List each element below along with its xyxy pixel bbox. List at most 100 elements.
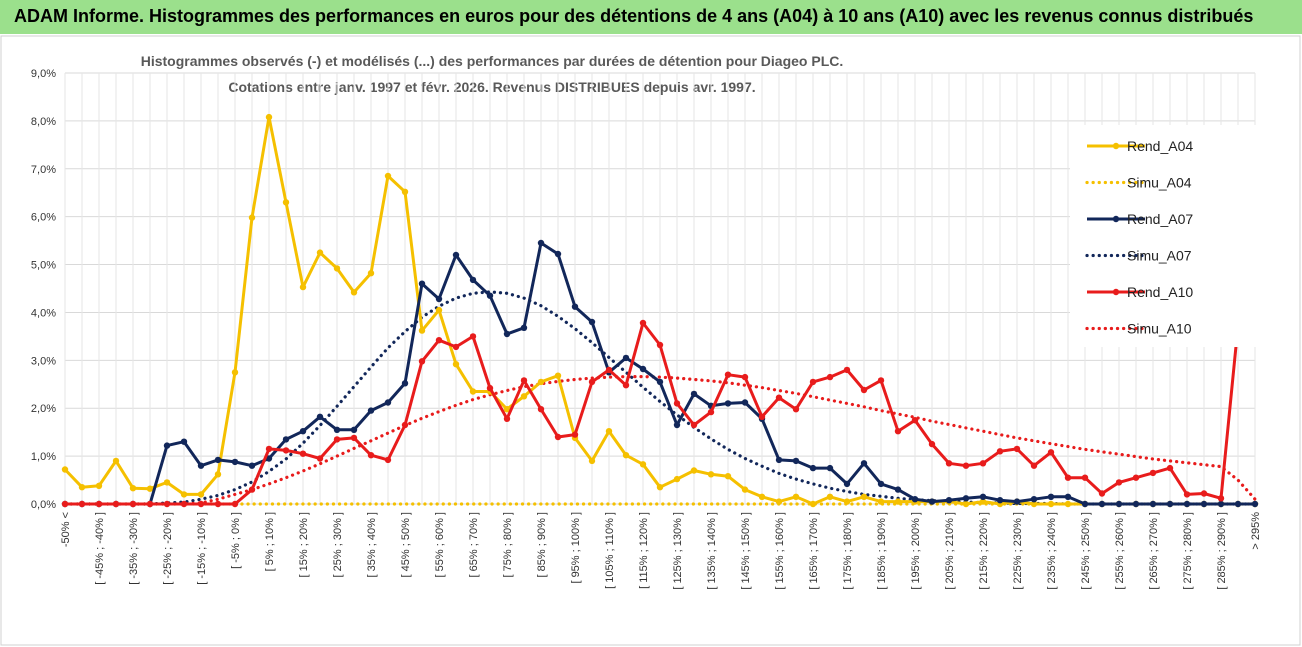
x-tick-label: [ 185% ; 190% ] xyxy=(876,512,888,590)
data-point xyxy=(469,276,477,284)
x-tick-label: [ 5% ; 10% ] xyxy=(264,512,276,571)
x-tick-label: [ 175% ; 180% ] xyxy=(842,512,854,590)
legend-marker xyxy=(1112,288,1120,296)
data-point xyxy=(1064,474,1072,481)
data-point xyxy=(1234,500,1242,508)
x-tick-label: [ -25% ; -20% ] xyxy=(162,512,174,585)
data-point xyxy=(197,491,205,498)
data-point xyxy=(1149,469,1157,477)
data-point xyxy=(78,484,86,491)
data-point xyxy=(265,113,273,121)
data-point xyxy=(622,382,630,389)
legend-marker xyxy=(1112,142,1120,150)
data-point xyxy=(911,496,919,503)
data-point xyxy=(928,440,936,448)
data-point xyxy=(673,475,681,483)
data-point xyxy=(469,388,477,395)
data-point xyxy=(231,369,239,376)
report-title: ADAM Informe. Histogrammes des performan… xyxy=(14,6,1254,26)
data-point xyxy=(367,452,375,459)
x-tick-label: [ 195% ; 200% ] xyxy=(910,512,922,590)
data-point xyxy=(1200,500,1208,508)
data-point xyxy=(95,482,103,489)
data-point xyxy=(537,378,545,386)
data-point xyxy=(503,406,511,413)
x-tick-label: [ 225% ; 230% ] xyxy=(1012,512,1024,590)
data-point xyxy=(554,250,562,258)
x-tick-label: [ 45% ; 50% ] xyxy=(400,512,412,577)
data-point xyxy=(486,292,494,299)
data-point xyxy=(1149,500,1157,508)
x-tick-label: [ 55% ; 60% ] xyxy=(434,512,446,577)
data-point xyxy=(333,265,341,272)
data-point xyxy=(588,457,596,465)
data-point xyxy=(231,500,239,508)
data-point xyxy=(622,354,630,362)
data-point xyxy=(741,486,749,493)
data-point xyxy=(622,452,630,459)
data-point xyxy=(316,249,324,256)
data-point xyxy=(656,484,664,491)
data-point xyxy=(435,295,443,303)
data-point xyxy=(129,485,137,492)
data-point xyxy=(316,455,324,462)
data-point xyxy=(1098,490,1106,497)
data-point xyxy=(452,251,460,259)
data-point xyxy=(758,413,766,420)
data-point xyxy=(180,438,188,445)
data-point xyxy=(197,500,205,508)
y-axis-ticks: 0,0% 1,0% 2,0% 3,0% 4,0% 5,0% 6,0% 7,0% 8,0% 9,0% xyxy=(31,68,56,511)
data-point xyxy=(979,460,987,467)
data-point xyxy=(724,473,732,480)
data-point xyxy=(163,500,171,508)
data-point xyxy=(843,498,851,505)
x-tick-label: [ 65% ; 70% ] xyxy=(468,512,480,577)
data-point xyxy=(401,188,409,195)
x-axis-ticks: -50% < [ -45% ; -40% ] [ -35% ; -30% ] [ -2… xyxy=(60,512,1262,590)
data-point xyxy=(860,493,868,500)
data-point xyxy=(1098,500,1106,508)
data-point xyxy=(265,445,273,453)
legend: Rend_A04 Simu_A04 Rend_A07 Simu_A07 Rend_A10… xyxy=(1085,138,1193,337)
data-point xyxy=(554,433,562,441)
chart-title: Histogrammes observés (-) et modélisés (… xyxy=(141,53,844,69)
x-tick-label: [ 85% ; 90% ] xyxy=(536,512,548,577)
data-point xyxy=(214,456,222,464)
data-point xyxy=(180,491,188,498)
data-point xyxy=(826,373,834,381)
data-point xyxy=(724,400,732,407)
data-point xyxy=(707,408,715,416)
x-tick-label: [ 35% ; 40% ] xyxy=(366,512,378,577)
data-point xyxy=(690,467,698,474)
y-tick-label: 5,0% xyxy=(31,260,56,272)
legend-label: Simu_A04 xyxy=(1127,175,1192,191)
data-point xyxy=(503,330,511,338)
y-tick-label: 2,0% xyxy=(31,403,56,415)
data-point xyxy=(129,500,137,508)
x-tick-label: [ -45% ; -40% ] xyxy=(94,512,106,585)
data-point xyxy=(418,358,426,365)
data-point xyxy=(1064,493,1072,500)
data-point xyxy=(367,270,375,277)
data-point xyxy=(486,384,494,392)
data-point xyxy=(1013,445,1021,453)
x-tick-label: [ 95% ; 100% ] xyxy=(570,512,582,584)
data-point xyxy=(350,434,358,442)
data-point xyxy=(979,493,987,500)
data-point xyxy=(61,466,69,473)
data-point xyxy=(299,428,307,435)
data-point xyxy=(384,456,392,464)
x-tick-label: [ 155% ; 160% ] xyxy=(774,512,786,590)
x-tick-label: [ 255% ; 260% ] xyxy=(1114,512,1126,590)
data-point xyxy=(1081,500,1089,508)
data-point xyxy=(707,471,715,478)
data-point xyxy=(1115,500,1123,508)
data-point xyxy=(1251,500,1259,508)
data-point xyxy=(180,500,188,508)
data-point xyxy=(1030,462,1038,469)
data-point xyxy=(146,500,154,508)
data-point xyxy=(690,390,698,398)
legend-label: Simu_A07 xyxy=(1127,248,1192,264)
y-tick-label: 7,0% xyxy=(31,164,56,176)
data-point xyxy=(860,460,868,467)
